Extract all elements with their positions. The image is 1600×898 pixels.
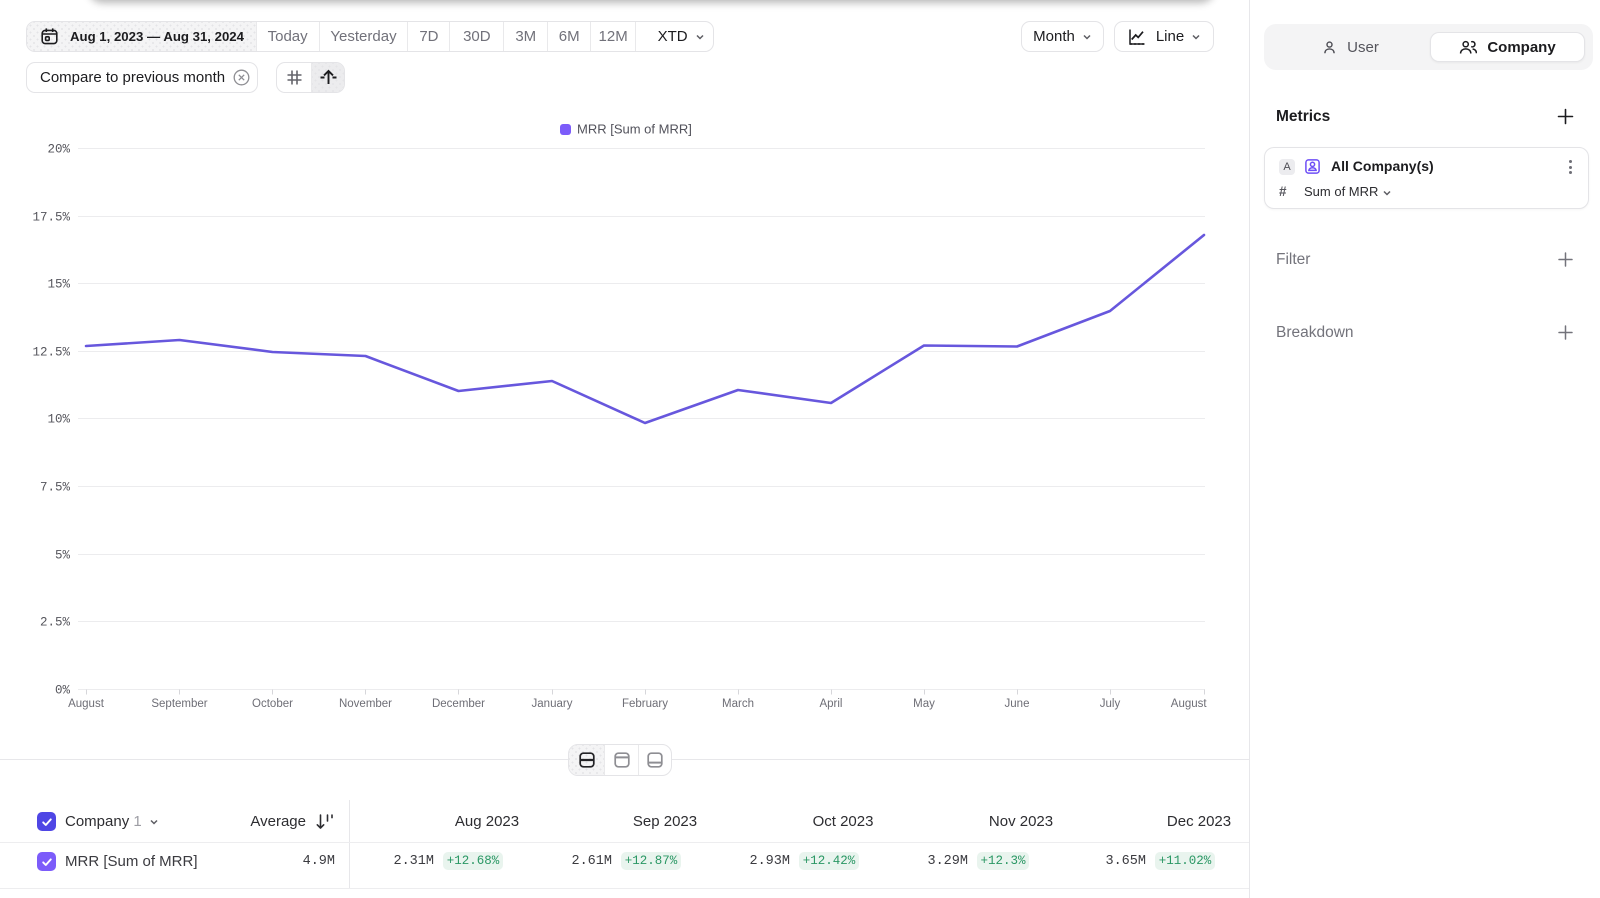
svg-text:July: July [1100, 698, 1121, 710]
svg-text:November: November [339, 698, 392, 710]
svg-text:August: August [1171, 698, 1208, 710]
svg-text:February: February [622, 698, 668, 710]
svg-text:August: August [68, 698, 105, 710]
svg-text:10%: 10% [47, 413, 70, 427]
svg-text:17.5%: 17.5% [32, 211, 70, 225]
svg-text:May: May [913, 698, 935, 710]
svg-text:October: October [252, 698, 293, 710]
svg-text:12.5%: 12.5% [32, 346, 70, 360]
svg-text:June: June [1005, 698, 1030, 710]
svg-text:March: March [722, 698, 754, 710]
svg-text:7.5%: 7.5% [40, 481, 71, 495]
svg-text:15%: 15% [47, 278, 70, 292]
svg-text:0%: 0% [55, 684, 71, 698]
svg-text:20%: 20% [47, 143, 70, 157]
svg-text:January: January [532, 698, 573, 710]
svg-text:5%: 5% [55, 549, 71, 563]
svg-text:December: December [432, 698, 485, 710]
svg-text:2.5%: 2.5% [40, 616, 71, 630]
svg-text:April: April [819, 698, 842, 710]
svg-text:September: September [151, 698, 207, 710]
svg-text:MRR [Sum of MRR]: MRR [Sum of MRR] [577, 122, 692, 137]
